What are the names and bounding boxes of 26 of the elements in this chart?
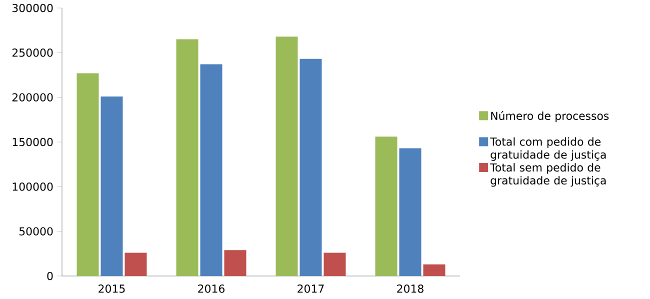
bar	[300, 58, 322, 276]
bar	[324, 252, 346, 276]
y-tick-label: 150000	[12, 138, 53, 146]
y-tick-label: 50000	[19, 227, 53, 236]
bar	[276, 36, 298, 276]
bar	[124, 252, 147, 276]
bar	[176, 39, 198, 276]
bar	[375, 136, 398, 276]
y-tick-label: 0	[47, 272, 53, 280]
x-tick-label: 2015	[98, 284, 125, 293]
x-tick-label: 2016	[198, 284, 224, 293]
y-tick-label: 200000	[12, 93, 53, 102]
y-tick-label: 250000	[12, 48, 53, 57]
x-tick-label: 2017	[298, 284, 324, 293]
bar	[423, 264, 446, 276]
bar	[200, 64, 222, 276]
legend-label: Número de processos	[491, 111, 609, 122]
legend-label: Total sem pedido de gratuidade de justiça	[490, 163, 606, 187]
bar	[224, 250, 246, 276]
bar	[399, 148, 422, 276]
bar	[100, 96, 123, 276]
y-tick-label: 100000	[12, 182, 53, 191]
x-tick-label: 2018	[397, 284, 424, 293]
bar	[76, 73, 99, 276]
y-tick-label: 300000	[12, 4, 53, 12]
legend-label: Total com pedido de gratuidade de justiça	[490, 137, 606, 161]
